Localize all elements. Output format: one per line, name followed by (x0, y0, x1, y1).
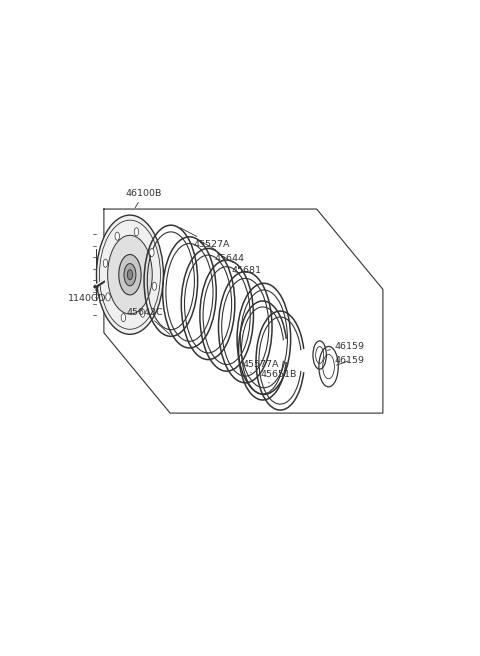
Ellipse shape (150, 249, 154, 256)
Ellipse shape (108, 236, 152, 314)
Text: 45643C: 45643C (127, 308, 170, 335)
Text: 45644: 45644 (199, 240, 244, 262)
Text: 46100B: 46100B (125, 190, 161, 208)
Ellipse shape (96, 215, 163, 335)
Text: 1140GD: 1140GD (68, 287, 107, 303)
Ellipse shape (124, 264, 136, 286)
Ellipse shape (134, 228, 139, 236)
Ellipse shape (119, 255, 141, 295)
Text: 45577A: 45577A (242, 359, 279, 373)
Ellipse shape (127, 270, 132, 279)
Ellipse shape (103, 259, 108, 267)
Ellipse shape (115, 232, 120, 240)
Ellipse shape (106, 293, 110, 301)
Ellipse shape (121, 314, 126, 321)
Text: 45527A: 45527A (180, 228, 230, 249)
Text: 46159: 46159 (335, 356, 364, 365)
Ellipse shape (152, 282, 156, 290)
Ellipse shape (140, 309, 145, 318)
Text: 45651B: 45651B (260, 370, 297, 383)
Text: 46159: 46159 (327, 342, 364, 351)
Text: 45681: 45681 (217, 253, 262, 275)
